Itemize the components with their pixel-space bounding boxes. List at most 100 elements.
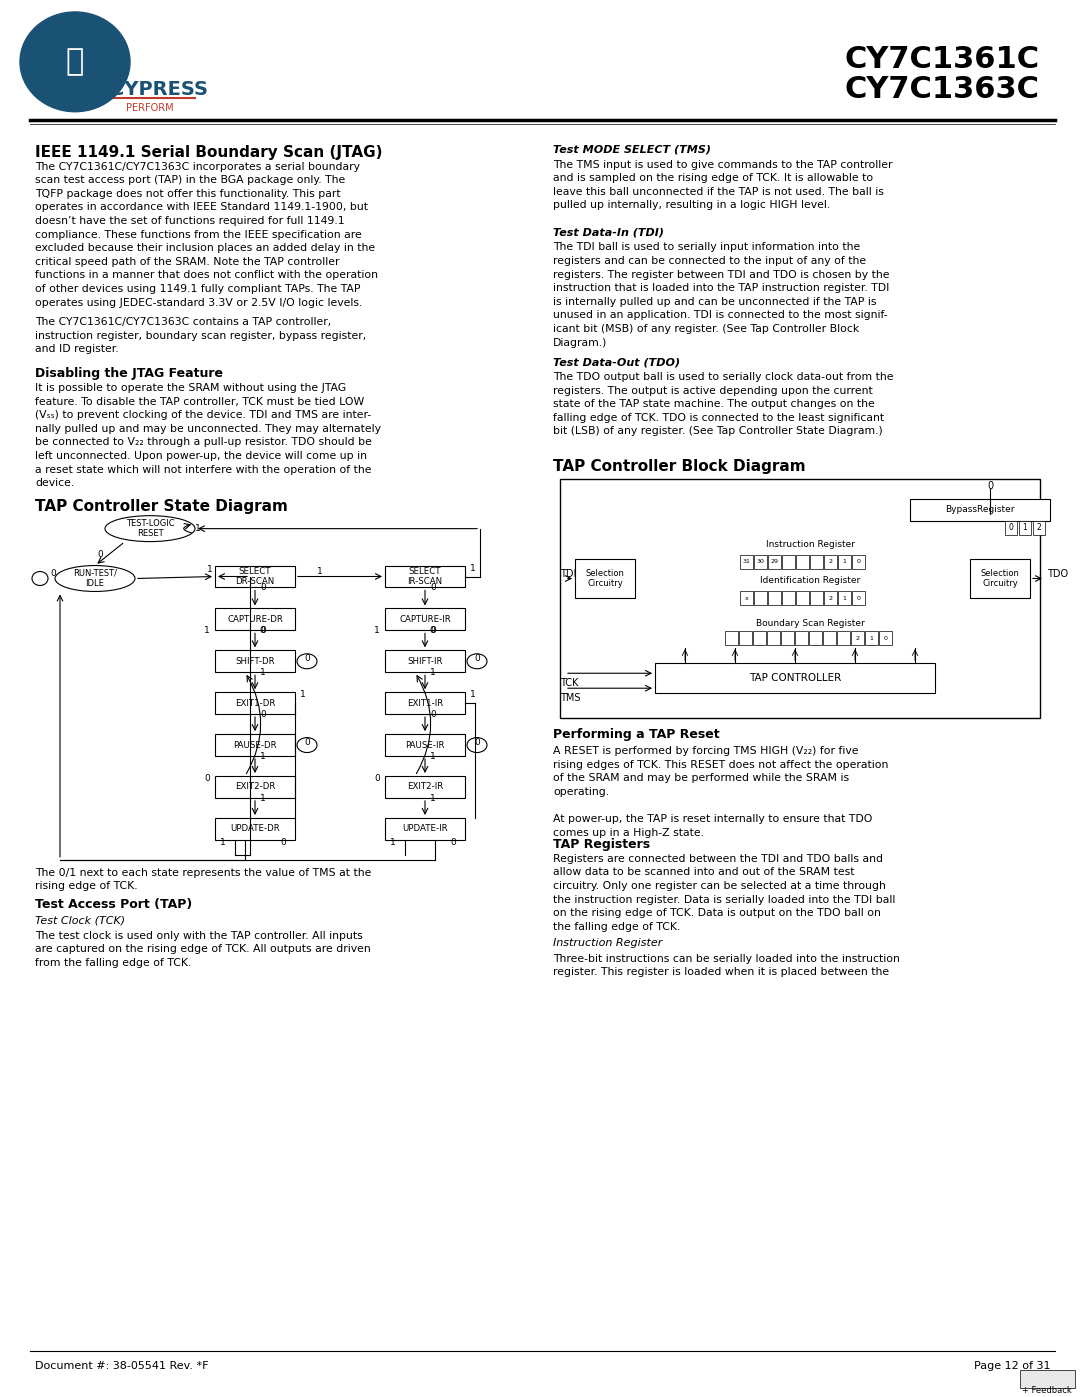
Text: + Feedback: + Feedback xyxy=(1022,1386,1071,1396)
Text: 0: 0 xyxy=(450,838,456,847)
FancyBboxPatch shape xyxy=(796,591,809,605)
Text: Test Data-In (TDI): Test Data-In (TDI) xyxy=(553,228,664,237)
Text: SHIFT-IR: SHIFT-IR xyxy=(407,657,443,666)
Text: TAP Controller State Diagram: TAP Controller State Diagram xyxy=(35,499,288,514)
Text: 1: 1 xyxy=(470,563,476,573)
Text: 1: 1 xyxy=(375,626,380,636)
Text: 1: 1 xyxy=(390,838,396,847)
FancyBboxPatch shape xyxy=(753,631,766,645)
Text: 0: 0 xyxy=(474,738,480,747)
Text: 1: 1 xyxy=(318,567,323,576)
FancyBboxPatch shape xyxy=(838,591,851,605)
FancyBboxPatch shape xyxy=(810,591,823,605)
Text: CY7C1363C: CY7C1363C xyxy=(845,75,1040,103)
Text: PAUSE-DR: PAUSE-DR xyxy=(233,740,276,750)
Text: Selection
Circuitry: Selection Circuitry xyxy=(981,569,1020,588)
Ellipse shape xyxy=(32,571,48,585)
Text: Document #: 38-05541 Rev. *F: Document #: 38-05541 Rev. *F xyxy=(35,1362,208,1372)
Text: The TDI ball is used to serially input information into the
registers and can be: The TDI ball is used to serially input i… xyxy=(553,242,890,348)
FancyBboxPatch shape xyxy=(215,566,295,588)
Text: Instruction Register: Instruction Register xyxy=(553,937,662,947)
FancyBboxPatch shape xyxy=(852,591,865,605)
Text: x: x xyxy=(744,597,748,601)
Ellipse shape xyxy=(297,654,318,669)
FancyBboxPatch shape xyxy=(740,591,753,605)
FancyBboxPatch shape xyxy=(796,555,809,569)
Text: EXIT2-DR: EXIT2-DR xyxy=(234,782,275,792)
FancyBboxPatch shape xyxy=(384,775,465,798)
Text: Instruction Register: Instruction Register xyxy=(766,539,854,549)
Ellipse shape xyxy=(21,13,130,112)
Text: 0: 0 xyxy=(429,626,435,636)
Text: 0: 0 xyxy=(430,584,435,592)
FancyBboxPatch shape xyxy=(782,591,795,605)
Text: The TMS input is used to give commands to the TAP controller
and is sampled on t: The TMS input is used to give commands t… xyxy=(553,159,892,211)
Text: 0: 0 xyxy=(883,636,888,641)
Text: Selection
Circuitry: Selection Circuitry xyxy=(585,569,624,588)
Text: EXIT1-DR: EXIT1-DR xyxy=(234,698,275,708)
Text: Three-bit instructions can be serially loaded into the instruction
register. Thi: Three-bit instructions can be serially l… xyxy=(553,954,900,977)
Text: 1: 1 xyxy=(869,636,874,641)
Text: 2: 2 xyxy=(855,636,860,641)
Text: TAP Controller Block Diagram: TAP Controller Block Diagram xyxy=(553,458,806,474)
Text: 1: 1 xyxy=(204,626,210,636)
FancyBboxPatch shape xyxy=(837,631,850,645)
Text: 1: 1 xyxy=(300,690,306,698)
FancyBboxPatch shape xyxy=(851,631,864,645)
Text: 0: 0 xyxy=(260,584,266,592)
FancyBboxPatch shape xyxy=(1020,521,1031,535)
Text: 2: 2 xyxy=(1037,522,1041,532)
Text: Test MODE SELECT (TMS): Test MODE SELECT (TMS) xyxy=(553,145,711,155)
Text: Test Access Port (TAP): Test Access Port (TAP) xyxy=(35,898,192,911)
FancyBboxPatch shape xyxy=(970,559,1030,598)
Text: UPDATE-DR: UPDATE-DR xyxy=(230,824,280,834)
FancyBboxPatch shape xyxy=(824,591,837,605)
FancyBboxPatch shape xyxy=(810,555,823,569)
FancyBboxPatch shape xyxy=(809,631,822,645)
Text: 1: 1 xyxy=(220,838,226,847)
Ellipse shape xyxy=(55,566,135,591)
FancyBboxPatch shape xyxy=(561,479,1040,718)
Text: 0: 0 xyxy=(204,774,210,782)
FancyBboxPatch shape xyxy=(384,651,465,672)
FancyBboxPatch shape xyxy=(575,559,635,598)
Text: 0: 0 xyxy=(97,549,103,559)
FancyBboxPatch shape xyxy=(823,631,836,645)
Text: TMS: TMS xyxy=(561,693,581,703)
Text: 0: 0 xyxy=(260,626,266,636)
FancyBboxPatch shape xyxy=(739,631,752,645)
FancyBboxPatch shape xyxy=(384,566,465,588)
FancyBboxPatch shape xyxy=(838,555,851,569)
Text: 0: 0 xyxy=(50,569,56,577)
Text: Identification Register: Identification Register xyxy=(760,577,860,585)
Text: 0: 0 xyxy=(305,738,310,747)
FancyBboxPatch shape xyxy=(768,591,781,605)
Text: The TDO output ball is used to serially clock data-out from the
registers. The o: The TDO output ball is used to serially … xyxy=(553,372,893,436)
Text: The CY7C1361C/CY7C1363C contains a TAP controller,
instruction register, boundar: The CY7C1361C/CY7C1363C contains a TAP c… xyxy=(35,317,366,355)
FancyBboxPatch shape xyxy=(725,631,738,645)
Text: 1: 1 xyxy=(260,793,266,803)
FancyBboxPatch shape xyxy=(384,609,465,630)
Text: CYPRESS: CYPRESS xyxy=(110,80,208,99)
Text: 1: 1 xyxy=(430,752,435,761)
Text: 0: 0 xyxy=(305,654,310,664)
Text: 0: 0 xyxy=(260,710,266,719)
Text: 2: 2 xyxy=(828,597,833,601)
Text: RUN-TEST/
IDLE: RUN-TEST/ IDLE xyxy=(73,569,117,588)
Text: 2: 2 xyxy=(828,559,833,564)
FancyBboxPatch shape xyxy=(654,664,935,693)
FancyBboxPatch shape xyxy=(215,609,295,630)
Text: EXIT1-IR: EXIT1-IR xyxy=(407,698,443,708)
Text: 29: 29 xyxy=(770,559,779,564)
Text: SHIFT-DR: SHIFT-DR xyxy=(235,657,274,666)
Ellipse shape xyxy=(467,738,487,753)
Text: TDO: TDO xyxy=(1047,569,1068,578)
FancyBboxPatch shape xyxy=(215,775,295,798)
Text: Performing a TAP Reset: Performing a TAP Reset xyxy=(553,728,719,742)
FancyBboxPatch shape xyxy=(384,692,465,714)
Ellipse shape xyxy=(105,515,195,542)
Text: The 0/1 next to each state represents the value of TMS at the
rising edge of TCK: The 0/1 next to each state represents th… xyxy=(35,868,372,891)
FancyBboxPatch shape xyxy=(795,631,808,645)
Text: A RESET is performed by forcing TMS HIGH (V₂₂) for five
rising edges of TCK. Thi: A RESET is performed by forcing TMS HIGH… xyxy=(553,746,889,838)
FancyBboxPatch shape xyxy=(215,817,295,840)
